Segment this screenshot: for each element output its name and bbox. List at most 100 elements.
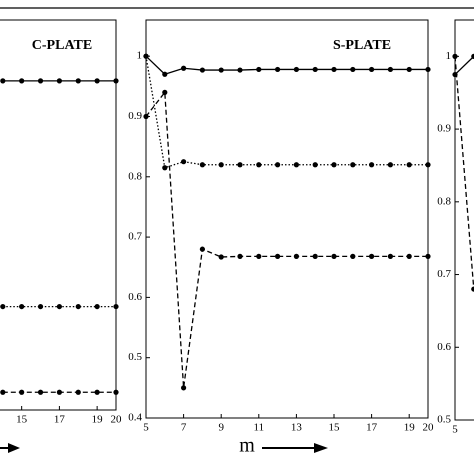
arrow-head	[8, 443, 20, 453]
data-point	[162, 89, 168, 95]
data-point	[162, 71, 168, 77]
data-point	[181, 385, 187, 391]
y-tick-label: 0.6	[437, 341, 451, 353]
y-tick-label: 0.6	[128, 291, 142, 303]
data-point	[0, 389, 6, 395]
data-point	[37, 303, 44, 310]
x-tick-label: 19	[92, 414, 104, 426]
x-tick-label: 11	[254, 422, 265, 434]
data-point	[113, 303, 119, 310]
data-point	[312, 66, 318, 73]
data-point	[237, 67, 243, 73]
data-point	[350, 66, 356, 73]
plot-frame	[454, 19, 474, 421]
x-tick-label: 17	[366, 422, 378, 434]
data-point	[256, 66, 262, 73]
data-point	[425, 162, 431, 168]
x-tick-label: 15	[16, 414, 28, 426]
data-point	[56, 389, 63, 395]
data-point	[350, 162, 356, 168]
y-tick-label: 0.9	[128, 110, 142, 122]
data-point	[94, 303, 100, 310]
data-point	[406, 162, 412, 168]
data-point	[293, 66, 299, 73]
data-point	[75, 389, 81, 395]
data-point	[387, 66, 393, 73]
plot-frame	[145, 19, 429, 419]
data-point	[471, 286, 474, 292]
y-tick-label: 1	[446, 50, 452, 62]
y-tick-label: 0.7	[437, 268, 451, 280]
data-point	[143, 113, 149, 120]
data-point	[369, 162, 375, 168]
data-point	[312, 253, 318, 259]
x-tick-label: 5	[452, 424, 458, 436]
data-point	[199, 67, 205, 73]
data-point	[199, 246, 205, 252]
data-point	[37, 78, 44, 84]
data-point	[350, 253, 356, 259]
data-point	[181, 65, 187, 71]
data-point	[471, 53, 474, 59]
data-point	[275, 162, 281, 168]
y-tick-label: 0.9	[437, 123, 451, 135]
data-point	[406, 253, 412, 259]
y-tick-label: 1	[137, 50, 143, 62]
y-tick-label: 0.8	[437, 195, 451, 207]
data-point	[293, 253, 299, 259]
data-point	[218, 162, 224, 168]
data-point	[331, 253, 337, 259]
data-point	[369, 66, 375, 73]
data-point	[75, 78, 81, 84]
data-point	[75, 303, 81, 310]
x-axis-label: m	[239, 435, 255, 457]
data-point	[162, 165, 168, 171]
data-point	[143, 53, 149, 59]
data-point	[94, 389, 100, 395]
x-tick-label: 17	[54, 414, 66, 426]
series-line	[145, 90, 428, 388]
y-tick-label: 0.7	[128, 231, 142, 243]
data-point	[218, 254, 224, 260]
data-point	[256, 253, 262, 259]
x-tick-label: 20	[423, 422, 435, 434]
data-point	[452, 53, 458, 59]
y-tick-label: 0.8	[128, 170, 142, 182]
data-point	[0, 78, 6, 84]
x-tick-label: 19	[404, 422, 416, 434]
data-point	[19, 389, 25, 395]
data-point	[181, 159, 187, 165]
y-tick-label: 0.5	[437, 414, 451, 426]
x-tick-label: 5	[143, 422, 149, 434]
data-point	[275, 253, 281, 259]
series-line	[454, 55, 474, 76]
data-point	[113, 389, 119, 395]
data-point	[19, 303, 25, 310]
plot-frame	[0, 19, 117, 411]
data-point	[56, 303, 63, 310]
y-tick-label: 0.4	[128, 412, 142, 424]
data-point	[293, 162, 299, 168]
data-point	[275, 66, 281, 73]
x-tick-label: 20	[111, 414, 123, 426]
data-point	[37, 389, 44, 395]
data-point	[312, 162, 318, 168]
data-point	[237, 253, 243, 259]
x-tick-label: 13	[291, 422, 303, 434]
series-line	[145, 55, 428, 76]
data-point	[56, 78, 63, 84]
arrow-head	[314, 443, 328, 453]
x-tick-label: 7	[181, 422, 187, 434]
data-point	[387, 253, 393, 259]
x-tick-label: 15	[329, 422, 341, 434]
panel-title: C-PLATE	[32, 38, 92, 53]
data-point	[218, 67, 224, 73]
data-point	[199, 162, 205, 168]
panel-title: S-PLATE	[333, 38, 391, 53]
y-tick-label: 0.5	[128, 351, 142, 363]
data-point	[406, 66, 412, 73]
data-point	[331, 66, 337, 73]
